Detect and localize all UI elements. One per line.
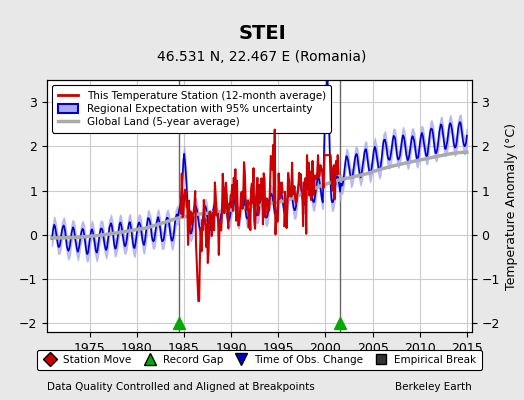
Legend: Station Move, Record Gap, Time of Obs. Change, Empirical Break: Station Move, Record Gap, Time of Obs. C… [37,350,482,370]
Legend: This Temperature Station (12-month average), Regional Expectation with 95% uncer: This Temperature Station (12-month avera… [52,85,331,132]
Text: 46.531 N, 22.467 E (Romania): 46.531 N, 22.467 E (Romania) [157,50,367,64]
Text: Berkeley Earth: Berkeley Earth [395,382,472,392]
Y-axis label: Temperature Anomaly (°C): Temperature Anomaly (°C) [505,122,518,290]
Text: STEI: STEI [238,24,286,43]
Text: Data Quality Controlled and Aligned at Breakpoints: Data Quality Controlled and Aligned at B… [47,382,315,392]
